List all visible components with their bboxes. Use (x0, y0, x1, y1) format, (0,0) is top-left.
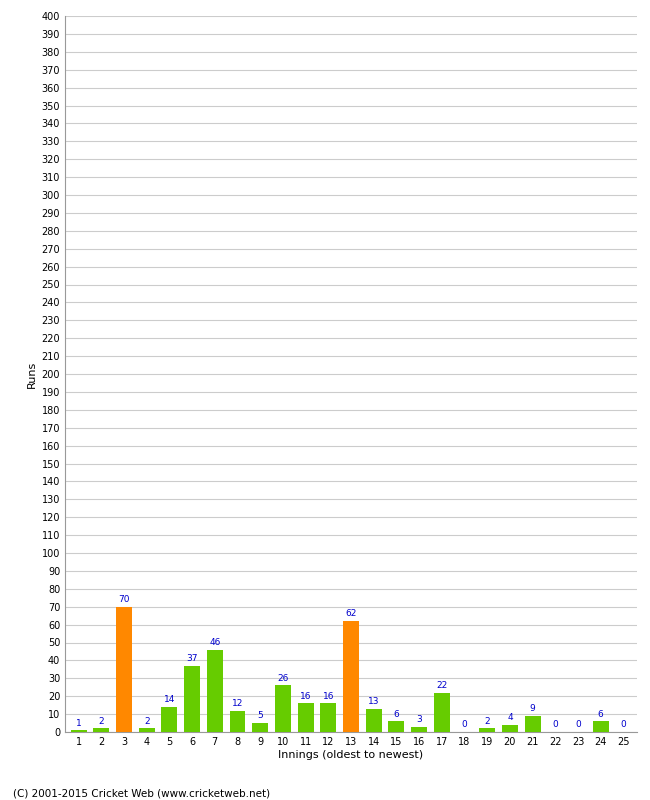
Bar (411, 726, 427, 732)
Text: 6: 6 (393, 710, 399, 718)
Bar (138, 729, 155, 732)
Bar (207, 650, 223, 732)
Text: 2: 2 (144, 717, 150, 726)
Text: 62: 62 (345, 610, 357, 618)
Text: 0: 0 (621, 720, 626, 730)
Text: 0: 0 (575, 720, 581, 730)
Bar (116, 606, 132, 732)
Text: 26: 26 (277, 674, 289, 682)
Text: 2: 2 (99, 717, 104, 726)
Text: 0: 0 (552, 720, 558, 730)
Bar (275, 686, 291, 732)
Text: 6: 6 (598, 710, 604, 718)
Text: 1: 1 (76, 718, 81, 727)
Text: 22: 22 (436, 681, 447, 690)
Text: 4: 4 (507, 713, 513, 722)
Text: 14: 14 (164, 695, 175, 704)
Bar (298, 703, 313, 732)
Bar (502, 725, 518, 732)
Text: 5: 5 (257, 711, 263, 720)
Bar (593, 722, 608, 732)
Bar (320, 703, 336, 732)
Text: 3: 3 (416, 715, 422, 724)
Text: 16: 16 (300, 692, 311, 701)
Bar (94, 729, 109, 732)
Bar (252, 723, 268, 732)
Bar (161, 707, 177, 732)
Text: 37: 37 (187, 654, 198, 663)
Bar (184, 666, 200, 732)
Bar (343, 621, 359, 732)
Text: 16: 16 (322, 692, 334, 701)
Text: 0: 0 (462, 720, 467, 730)
Bar (525, 716, 541, 732)
Text: 46: 46 (209, 638, 220, 647)
Y-axis label: Runs: Runs (27, 360, 37, 388)
Bar (434, 693, 450, 732)
Text: (C) 2001-2015 Cricket Web (www.cricketweb.net): (C) 2001-2015 Cricket Web (www.cricketwe… (13, 789, 270, 798)
Text: 70: 70 (118, 595, 130, 604)
Bar (389, 722, 404, 732)
Text: 12: 12 (232, 699, 243, 708)
Bar (229, 710, 246, 732)
Text: 13: 13 (368, 697, 380, 706)
Bar (366, 709, 382, 732)
Text: 2: 2 (484, 717, 490, 726)
Bar (71, 730, 86, 732)
Text: 9: 9 (530, 704, 536, 714)
Bar (479, 729, 495, 732)
X-axis label: Innings (oldest to newest): Innings (oldest to newest) (278, 750, 424, 760)
